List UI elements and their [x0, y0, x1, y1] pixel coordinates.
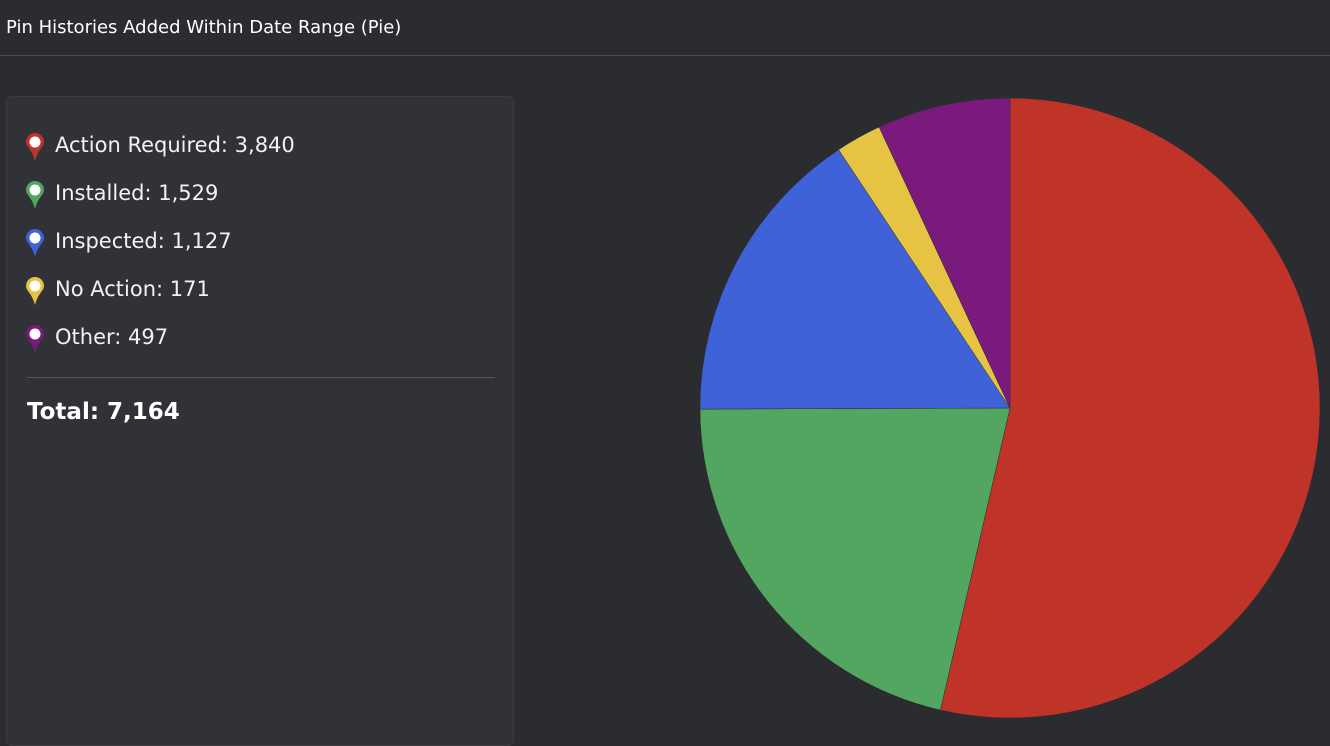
legend-panel: Action Required: 3,840 Installed: 1,529 …	[6, 96, 514, 746]
legend-divider	[27, 377, 495, 378]
map-pin-icon	[26, 325, 44, 353]
legend-label: Action Required: 3,840	[55, 133, 295, 157]
pie-slice-inspected[interactable]	[699, 149, 1011, 410]
legend-label: No Action: 171	[55, 277, 210, 301]
pie-slice-action-required[interactable]	[940, 97, 1321, 719]
pie-chart-container	[690, 88, 1330, 728]
map-pin-icon	[26, 277, 44, 305]
legend-item-installed: Installed: 1,529	[25, 169, 295, 217]
legend-label: Inspected: 1,127	[55, 229, 232, 253]
legend-total: Total: 7,164	[27, 399, 180, 425]
legend-label: Installed: 1,529	[55, 181, 219, 205]
pie-chart	[699, 97, 1321, 719]
chart-header: Pin Histories Added Within Date Range (P…	[0, 0, 1330, 56]
legend-label: Other: 497	[55, 325, 169, 349]
legend-item-no-action: No Action: 171	[25, 265, 295, 313]
legend-list: Action Required: 3,840 Installed: 1,529 …	[25, 121, 295, 361]
legend-item-action-required: Action Required: 3,840	[25, 121, 295, 169]
legend-item-other: Other: 497	[25, 313, 295, 361]
pie-slice-other[interactable]	[878, 97, 1011, 409]
legend-item-inspected: Inspected: 1,127	[25, 217, 295, 265]
map-pin-icon	[26, 133, 44, 161]
pie-slice-installed[interactable]	[699, 407, 1011, 711]
map-pin-icon	[26, 229, 44, 257]
map-pin-icon	[26, 181, 44, 209]
chart-title: Pin Histories Added Within Date Range (P…	[6, 17, 402, 38]
